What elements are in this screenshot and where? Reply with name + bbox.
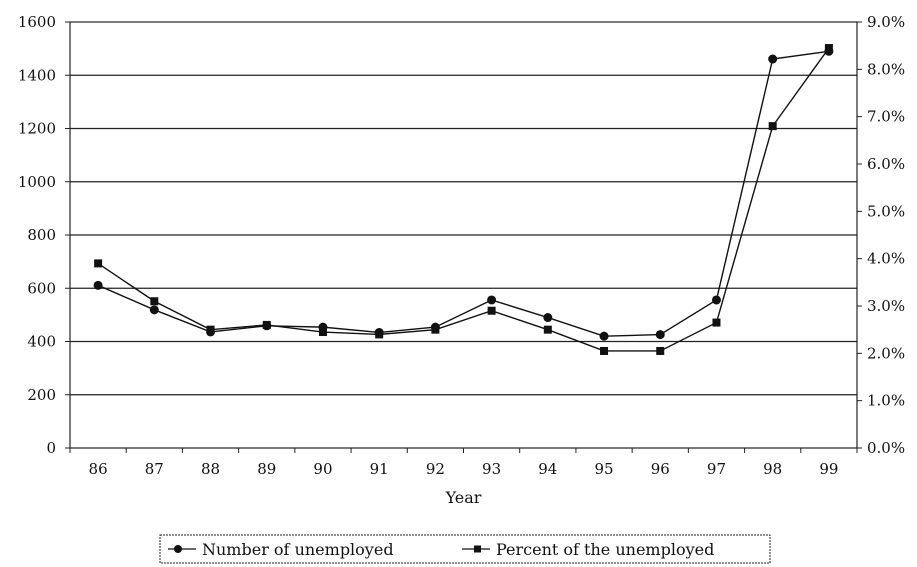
data-point-circle — [149, 305, 159, 315]
y-right-tick-label: 9.0% — [867, 13, 905, 31]
y-left-tick-label: 1000 — [18, 173, 56, 191]
data-point-circle — [487, 295, 497, 305]
x-tick-label: 96 — [651, 460, 670, 478]
x-tick-label: 87 — [145, 460, 164, 478]
data-point-square — [375, 330, 384, 339]
data-point-square — [150, 297, 159, 306]
data-point-square — [768, 122, 777, 131]
data-point-circle — [655, 330, 665, 340]
y-right-tick-label: 0.0% — [867, 439, 905, 457]
data-point-circle — [768, 54, 778, 64]
x-tick-label: 91 — [370, 460, 389, 478]
y-left-tick-label: 600 — [27, 279, 56, 297]
x-tick-label: 92 — [426, 460, 445, 478]
y-right-tick-label: 6.0% — [867, 155, 905, 173]
y-right-tick-label: 4.0% — [867, 250, 905, 268]
series-line — [97, 47, 830, 352]
x-tick-label: 94 — [538, 460, 557, 478]
data-point-square — [262, 320, 271, 329]
y-right-tick-label: 3.0% — [867, 297, 905, 315]
x-axis: 86 87 88 89 90 91 92 93 94 95 96 97 98 99 — [69, 448, 858, 478]
data-point-circle — [543, 313, 553, 323]
x-tick-label: 88 — [201, 460, 220, 478]
left-y-axis: 0 200 400 600 800 1000 1200 1400 1600 — [18, 13, 70, 457]
y-right-tick-label: 5.0% — [867, 202, 905, 220]
x-tick-label: 98 — [763, 460, 782, 478]
x-axis-title: Year — [445, 488, 482, 507]
legend-label-percent-unemployed: Percent of the unemployed — [496, 540, 714, 559]
legend-box — [159, 534, 771, 564]
y-right-tick-label: 2.0% — [867, 344, 905, 362]
legend: Number of unemployed Percent of the unem… — [159, 534, 771, 564]
x-tick-label: 99 — [819, 460, 838, 478]
data-point-square — [656, 346, 665, 355]
y-left-tick-label: 400 — [27, 333, 56, 351]
data-point-square — [487, 306, 496, 315]
y-left-tick-label: 1600 — [18, 13, 56, 31]
data-point-circle — [599, 331, 609, 341]
y-left-tick-label: 1400 — [18, 66, 56, 84]
series-line — [97, 50, 829, 337]
x-tick-label: 89 — [257, 460, 276, 478]
y-left-tick-label: 1200 — [18, 120, 56, 138]
right-y-axis: 0.0% 1.0% 2.0% 3.0% 4.0% 5.0% 6.0% 7.0% 8.0% 9.0% — [857, 13, 905, 457]
x-tick-label: 90 — [313, 460, 332, 478]
y-right-tick-label: 7.0% — [867, 108, 905, 126]
series — [93, 44, 834, 355]
data-point-square — [318, 328, 327, 337]
x-tick-label: 95 — [594, 460, 613, 478]
data-point-square — [824, 44, 833, 53]
data-point-square — [543, 325, 552, 334]
x-tick-label: 97 — [707, 460, 726, 478]
y-right-tick-label: 1.0% — [867, 392, 905, 410]
data-point-square — [600, 346, 609, 355]
data-point-square — [431, 325, 440, 334]
x-tick-label: 86 — [89, 460, 108, 478]
data-point-square — [206, 325, 215, 334]
data-point-square — [94, 259, 103, 268]
legend-marker-circle — [174, 545, 182, 553]
grid-lines — [70, 74, 857, 396]
x-tick-label: 93 — [482, 460, 501, 478]
y-left-tick-label: 0 — [46, 439, 56, 457]
legend-label-number-unemployed: Number of unemployed — [202, 540, 394, 559]
data-point-square — [712, 318, 721, 327]
data-point-circle — [711, 295, 721, 305]
y-right-tick-label: 8.0% — [867, 60, 905, 78]
data-point-circle — [93, 280, 103, 290]
legend-marker-square — [474, 545, 481, 553]
y-left-tick-label: 800 — [27, 226, 56, 244]
y-left-tick-label: 200 — [27, 386, 56, 404]
